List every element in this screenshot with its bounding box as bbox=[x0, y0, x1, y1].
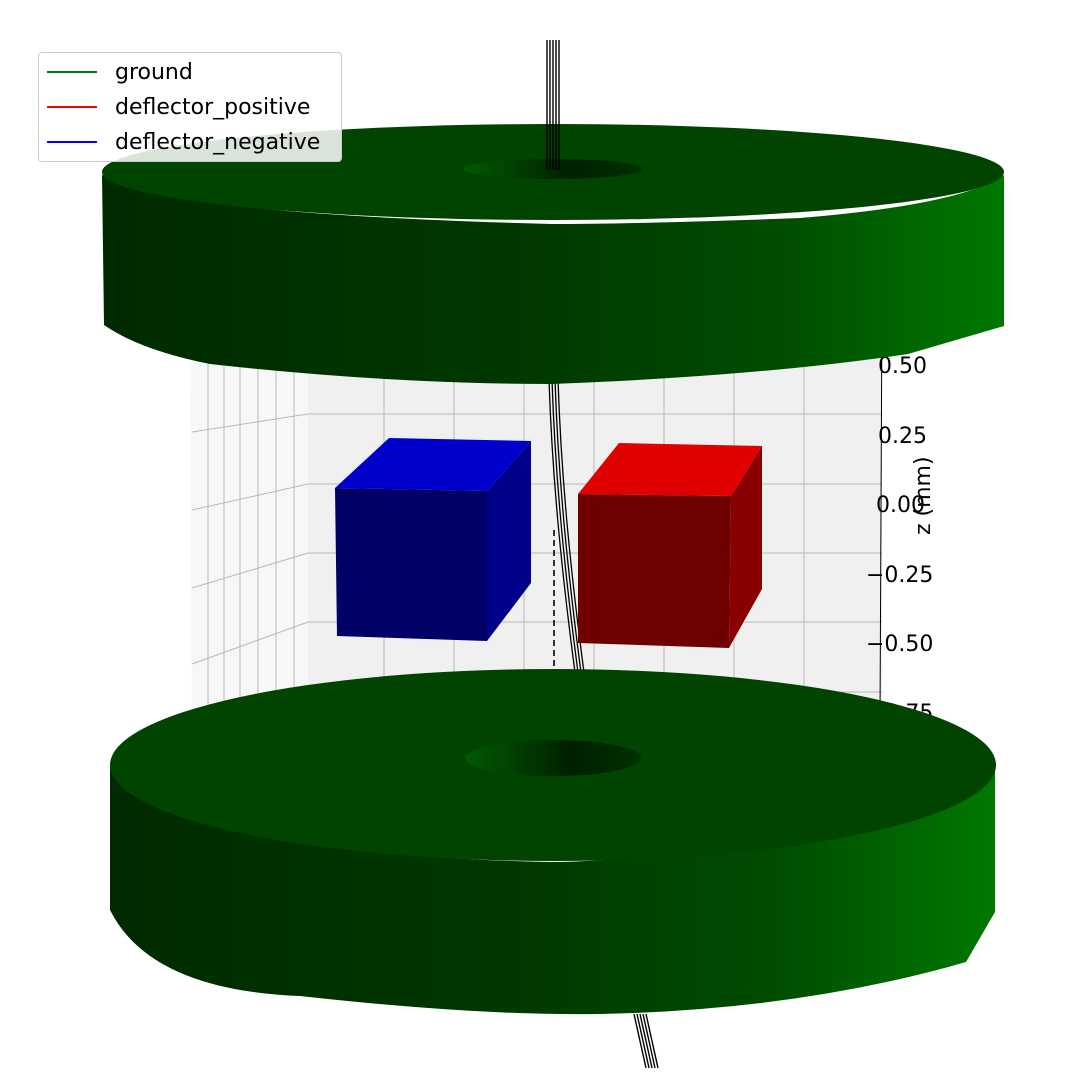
trajectory-top bbox=[546, 40, 560, 170]
ground-electrode-bottom bbox=[110, 669, 996, 1015]
legend: ground deflector_positive deflector_nega… bbox=[38, 52, 342, 162]
z-tick-label: −0.50 bbox=[866, 632, 933, 657]
legend-item-deflector-positive: deflector_positive bbox=[47, 92, 310, 122]
cube-front-face bbox=[578, 494, 731, 648]
deflector-negative-cube bbox=[335, 438, 531, 641]
z-tick-label: −0.25 bbox=[866, 563, 933, 588]
cube-front-face bbox=[335, 488, 487, 641]
cube-side-face bbox=[487, 441, 531, 641]
cube-side-face bbox=[729, 446, 762, 648]
z-tick-label: 0.00 bbox=[876, 493, 925, 518]
legend-label: deflector_negative bbox=[115, 129, 321, 155]
legend-line-positive bbox=[47, 106, 97, 108]
ring-side bbox=[110, 766, 995, 1015]
z-axis-label: z (mm) bbox=[911, 456, 936, 535]
legend-label: deflector_positive bbox=[115, 94, 311, 120]
cube-top-face bbox=[335, 438, 531, 491]
legend-line-negative bbox=[47, 141, 97, 143]
z-tick-label: 0.25 bbox=[878, 424, 927, 449]
back-left-pane bbox=[190, 300, 308, 760]
deflector-positive-cube bbox=[578, 443, 762, 648]
legend-label: ground bbox=[115, 59, 193, 85]
ring-hole bbox=[465, 740, 641, 776]
legend-line-ground bbox=[47, 71, 97, 73]
legend-item-ground: ground bbox=[47, 57, 193, 87]
ring-side bbox=[102, 175, 1004, 384]
cube-top-face bbox=[578, 443, 762, 496]
legend-item-deflector-negative: deflector_negative bbox=[47, 127, 320, 157]
z-tick-label: 0.50 bbox=[878, 354, 927, 379]
trajectory-bottom bbox=[633, 1013, 659, 1069]
